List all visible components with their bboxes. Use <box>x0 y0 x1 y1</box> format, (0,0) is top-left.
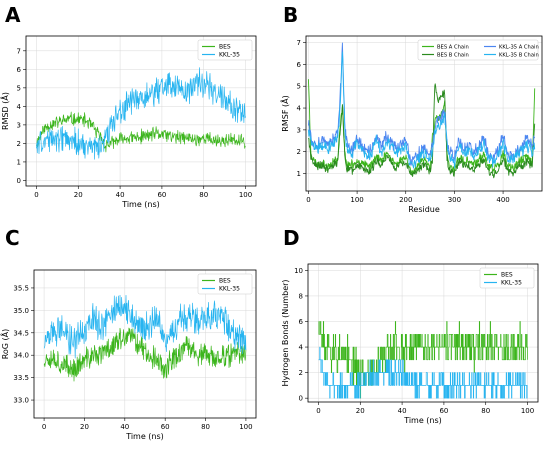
series-line <box>43 294 247 359</box>
y-axis-title: RMSD (Å) <box>0 92 10 130</box>
y-tick-label: 0 <box>17 177 21 185</box>
legend-label: BES <box>501 272 513 279</box>
y-tick-label: 2 <box>299 369 303 377</box>
y-tick-label: 6 <box>17 66 22 74</box>
y-tick-label: 35.0 <box>13 307 29 315</box>
x-tick-label: 300 <box>448 196 461 204</box>
y-axis-title: RoG (Å) <box>0 329 10 360</box>
x-tick-label: 100 <box>239 191 252 199</box>
x-tick-label: 60 <box>161 423 170 431</box>
y-tick-label: 5 <box>297 83 301 91</box>
y-tick-label: 34.5 <box>13 329 29 337</box>
y-tick-label: 5 <box>17 84 21 92</box>
y-tick-label: 4 <box>297 105 302 113</box>
x-tick-label: 100 <box>350 196 363 204</box>
x-tick-label: 200 <box>399 196 412 204</box>
legend-label: BES B Chain <box>437 53 469 59</box>
legend-label: BES <box>219 44 231 51</box>
x-tick-label: 40 <box>120 423 129 431</box>
x-axis-title: Time (ns) <box>125 432 164 441</box>
y-tick-label: 3 <box>297 126 301 134</box>
chart-hbonds: 0 20 40 60 80 100 0 2 4 6 8 10 Time (ns) Hydrogen Bon… <box>281 263 539 425</box>
series-line <box>308 83 536 179</box>
x-tick-label: 20 <box>80 423 89 431</box>
x-tick-label: 40 <box>398 407 407 415</box>
legend-label: KKL-35 <box>501 280 522 287</box>
x-tick-label: 20 <box>356 407 365 415</box>
legend-label: KKL-35 A Chain <box>499 45 539 51</box>
plot-frame <box>305 35 543 192</box>
y-tick-label: 3 <box>17 121 21 129</box>
series-line <box>318 321 528 399</box>
series-line <box>318 346 528 399</box>
y-tick-label: 2 <box>17 140 21 148</box>
x-tick-label: 0 <box>42 423 46 431</box>
x-tick-label: 60 <box>157 191 166 199</box>
y-tick-label: 6 <box>297 61 302 69</box>
y-tick-label: 4 <box>299 344 304 352</box>
legend-label: KKL-35 <box>219 286 240 293</box>
x-tick-label: 0 <box>306 196 310 204</box>
legend-label: BES A Chain <box>437 45 469 51</box>
panel-label-b: B <box>283 3 299 27</box>
x-axis-title: Residue <box>408 205 440 214</box>
x-tick-label: 80 <box>199 191 208 199</box>
series-line <box>307 79 536 176</box>
x-tick-label: 100 <box>521 407 534 415</box>
series-line <box>43 327 247 382</box>
chart-rmsf: 0 100 200 300 400 1 2 3 4 5 6 7 Residue RMSF (Å) BES A… <box>280 35 543 214</box>
panel-label-d: D <box>283 226 300 250</box>
y-tick-label: 7 <box>17 47 21 55</box>
y-axis-title: Hydrogen Bonds (Number) <box>281 279 290 386</box>
x-tick-label: 60 <box>439 407 448 415</box>
x-tick-label: 80 <box>481 407 490 415</box>
y-tick-label: 8 <box>299 292 303 300</box>
y-tick-label: 7 <box>297 39 301 47</box>
x-tick-label: 100 <box>239 423 252 431</box>
y-tick-label: 0 <box>299 395 303 403</box>
y-axis-title: RMSF (Å) <box>280 95 290 131</box>
y-tick-label: 33.5 <box>13 374 29 382</box>
y-tick-label: 1 <box>297 170 301 178</box>
y-tick-label: 4 <box>17 103 22 111</box>
y-tick-label: 6 <box>299 318 304 326</box>
y-tick-label: 2 <box>297 148 301 156</box>
plot-frame <box>33 269 257 419</box>
legend: BES A Chain BES B Chain KKL-35 A Chain KKL-… <box>417 39 539 61</box>
panel-label-c: C <box>5 226 20 250</box>
legend-label: BES <box>219 278 231 285</box>
y-tick-label: 1 <box>17 158 21 166</box>
x-tick-label: 20 <box>74 191 83 199</box>
x-axis-title: Time (ns) <box>403 416 442 425</box>
x-tick-label: 0 <box>316 407 320 415</box>
x-tick-label: 80 <box>201 423 210 431</box>
panel-label-a: A <box>5 3 21 27</box>
series-line <box>307 51 536 169</box>
legend-label: KKL-35 B Chain <box>499 53 539 59</box>
series-line <box>36 111 246 153</box>
plot-frame <box>307 263 539 403</box>
series-line <box>36 67 246 160</box>
chart-rmsd: 0 20 40 60 80 100 0 1 2 3 4 5 6 7 Time (ns) RMSD (Å) BES… <box>0 35 257 209</box>
x-axis-title: Time (ns) <box>121 200 160 209</box>
y-tick-label: 10 <box>294 267 303 275</box>
y-tick-label: 33.0 <box>13 397 29 405</box>
plot-frame <box>25 35 257 187</box>
x-tick-label: 400 <box>496 196 509 204</box>
chart-rog: 0 20 40 60 80 100 33.0 33.5 34.0 34.5 35.0 35.5 Time… <box>0 269 257 441</box>
x-tick-label: 0 <box>34 191 38 199</box>
legend-label: KKL-35 <box>219 52 240 59</box>
y-tick-label: 34.0 <box>13 352 29 360</box>
x-tick-label: 40 <box>116 191 125 199</box>
y-tick-label: 35.5 <box>13 284 29 292</box>
